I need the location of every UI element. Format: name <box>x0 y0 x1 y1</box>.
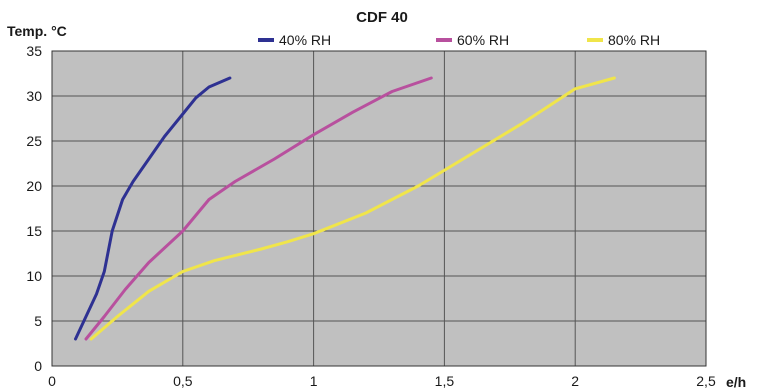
plot-border <box>51 50 707 367</box>
y-tick-label: 0 <box>34 358 42 374</box>
legend-label-1: 40% RH <box>279 32 331 48</box>
x-tick-label: 2 <box>571 373 579 389</box>
y-tick-label: 5 <box>34 313 42 329</box>
x-tick-label: 1 <box>310 373 318 389</box>
x-tick-label: 0 <box>48 373 56 389</box>
legend-label-3: 80% RH <box>608 32 660 48</box>
y-tick-label: 15 <box>26 223 42 239</box>
plot-background <box>52 51 706 366</box>
y-axis-label: Temp. °C <box>7 23 67 39</box>
chart-title: CDF 40 <box>356 9 408 26</box>
x-axis-label: e/h <box>726 374 746 390</box>
y-tick-label: 35 <box>26 43 42 59</box>
plot-area: 0 5 10 15 20 25 30 35 0 0,5 1 1,5 2 2,5 <box>26 43 716 389</box>
series-line-1 <box>74 76 232 341</box>
series-line-3 <box>89 76 616 341</box>
y-tick-label: 10 <box>26 268 42 284</box>
y-tick-label: 30 <box>26 88 42 104</box>
x-tick-label: 0,5 <box>173 373 193 389</box>
x-tick-label: 2,5 <box>696 373 716 389</box>
legend-label-2: 60% RH <box>457 32 509 48</box>
y-tick-label: 20 <box>26 178 42 194</box>
legend: 40% RH 60% RH 80% RH <box>258 32 660 48</box>
x-tick-label: 1,5 <box>435 373 455 389</box>
y-tick-label: 25 <box>26 133 42 149</box>
series-line-2 <box>84 76 433 341</box>
